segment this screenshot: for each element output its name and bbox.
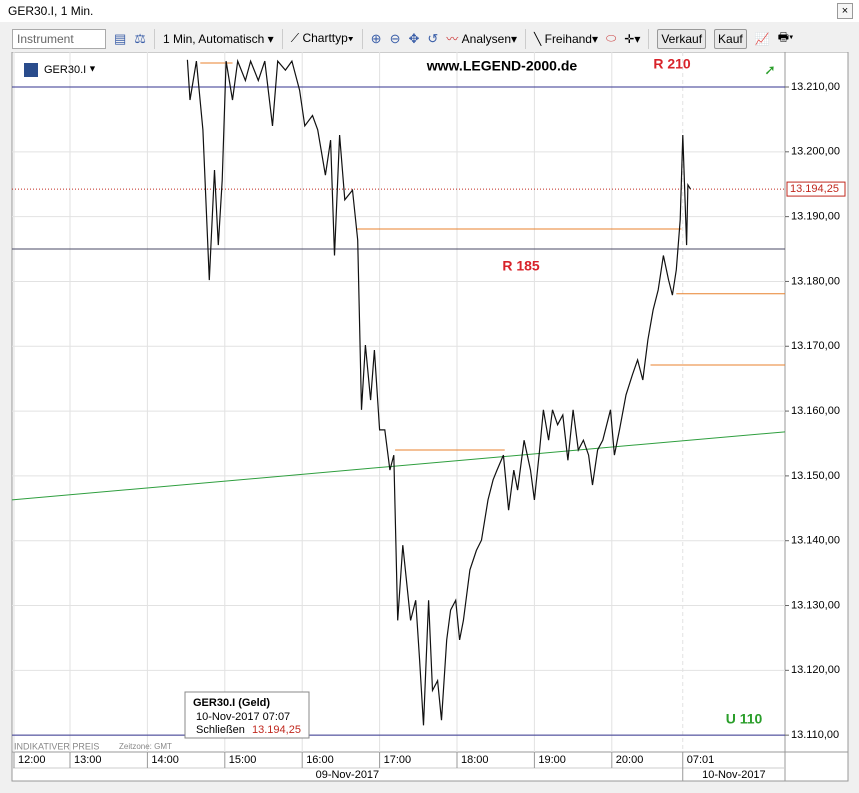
y-tick-label: 13.190,00 <box>791 211 840 223</box>
y-tick-label: 13.180,00 <box>791 275 840 287</box>
x-tick-label: 20:00 <box>616 754 644 766</box>
annotation: R 185 <box>502 258 540 274</box>
chart-icon[interactable]: 📈 <box>754 31 770 46</box>
annotation: R 210 <box>653 56 691 72</box>
y-tick-label: 13.140,00 <box>791 535 840 547</box>
freehand-label: Freihand <box>544 31 592 46</box>
timezone: Zeitzone: GMT <box>119 742 172 751</box>
date-label: 10-Nov-2017 <box>702 769 766 781</box>
instrument-input[interactable]: Instrument <box>12 28 106 49</box>
x-tick-label: 17:00 <box>384 754 412 766</box>
tooltip-title: GER30.I (Geld) <box>193 697 270 709</box>
x-tick-label: 15:00 <box>229 754 257 766</box>
list-icon[interactable]: ▤ <box>114 30 127 46</box>
y-tick-label: 13.170,00 <box>791 340 840 352</box>
y-tick-label: 13.130,00 <box>791 599 840 611</box>
y-tick-label: 13.210,00 <box>791 81 840 93</box>
print-icon[interactable]: 🖶▾ <box>777 30 794 44</box>
zoom-in[interactable]: ⊕ <box>370 30 382 46</box>
separator <box>525 28 527 49</box>
watermark: www.LEGEND-2000.de <box>426 58 578 74</box>
last-price-label: 13.194,25 <box>790 183 839 195</box>
sell-button[interactable]: Verkauf <box>657 28 707 49</box>
chart: 13.110,00 13.120,00 13.130,00 13.140,00 13.1… <box>11 52 849 782</box>
analyses-label: Analysen <box>461 32 512 46</box>
x-tick-label: 14:00 <box>151 754 179 766</box>
x-tick-label: 19:00 <box>538 754 566 766</box>
toolbar: Instrument ▤ ⚖ 1 Min, Automatisch ▾ ⟋ Ch… <box>12 26 850 51</box>
x-tick-label: 18:00 <box>461 754 489 766</box>
separator <box>281 28 283 49</box>
reset[interactable]: ↺ <box>427 30 439 46</box>
dropdown-arrow[interactable]: ▼ <box>88 63 97 73</box>
y-tick-label: 13.160,00 <box>791 405 840 417</box>
instrument-label[interactable]: GER30.I <box>44 64 86 76</box>
price-line <box>186 58 692 726</box>
trend-icon: ➚ <box>764 62 776 78</box>
y-tick-label: 13.150,00 <box>791 470 840 482</box>
cfd-icon <box>24 63 38 77</box>
tooltip-value: 13.194,25 <box>252 724 301 736</box>
x-tick-label: 12:00 <box>18 754 46 766</box>
y-tick-label: 13.120,00 <box>791 664 840 676</box>
date-label: 09-Nov-2017 <box>316 769 380 781</box>
title-bar: GER30.I, 1 Min. × <box>0 0 859 22</box>
separator <box>361 28 363 49</box>
tooltip-field: Schließen <box>196 724 245 736</box>
zoom-out[interactable]: ⊖ <box>389 30 401 46</box>
x-tick-label: 07:01 <box>687 754 715 766</box>
chart-background <box>11 52 849 782</box>
window-title: GER30.I, 1 Min. <box>8 4 94 18</box>
freehand-menu[interactable]: ╲ Freihand▾ <box>534 31 599 46</box>
separator <box>648 28 650 49</box>
x-tick-label: 16:00 <box>306 754 334 766</box>
y-tick-label: 13.200,00 <box>791 146 840 158</box>
buy-button[interactable]: Kauf <box>714 28 747 49</box>
last-price-box <box>786 181 846 197</box>
charttype-menu[interactable]: ⟋ Charttyp▾ <box>290 31 354 45</box>
compare-icon[interactable]: ⚖ <box>134 30 146 46</box>
x-tick-label: 13:00 <box>74 754 102 766</box>
fit[interactable]: ✥ <box>408 30 420 46</box>
close-button[interactable]: × <box>837 3 853 19</box>
tooltip-box <box>184 691 310 739</box>
interval-menu[interactable]: 1 Min, Automatisch ▾ <box>162 31 274 46</box>
tooltip-time: 10-Nov-2017 07:07 <box>196 711 290 723</box>
footer-note: INDIKATIVER PREIS <box>14 741 99 751</box>
annotation: U 110 <box>726 711 763 727</box>
interval-label: 1 Min, Automatisch <box>162 31 265 46</box>
charttype-label: Charttyp <box>302 31 348 45</box>
y-tick-label: 13.110,00 <box>791 729 839 741</box>
eraser[interactable]: ⬭ <box>606 31 617 45</box>
tooltip: GER30.I (Geld) 10-Nov-2017 07:07 Schließ… <box>184 691 310 739</box>
trend-line <box>12 431 785 501</box>
separator <box>153 28 155 49</box>
analyses-menu[interactable]: 〰 Analysen▾ <box>446 32 518 46</box>
crosshair[interactable]: ✛▾ <box>624 31 641 46</box>
